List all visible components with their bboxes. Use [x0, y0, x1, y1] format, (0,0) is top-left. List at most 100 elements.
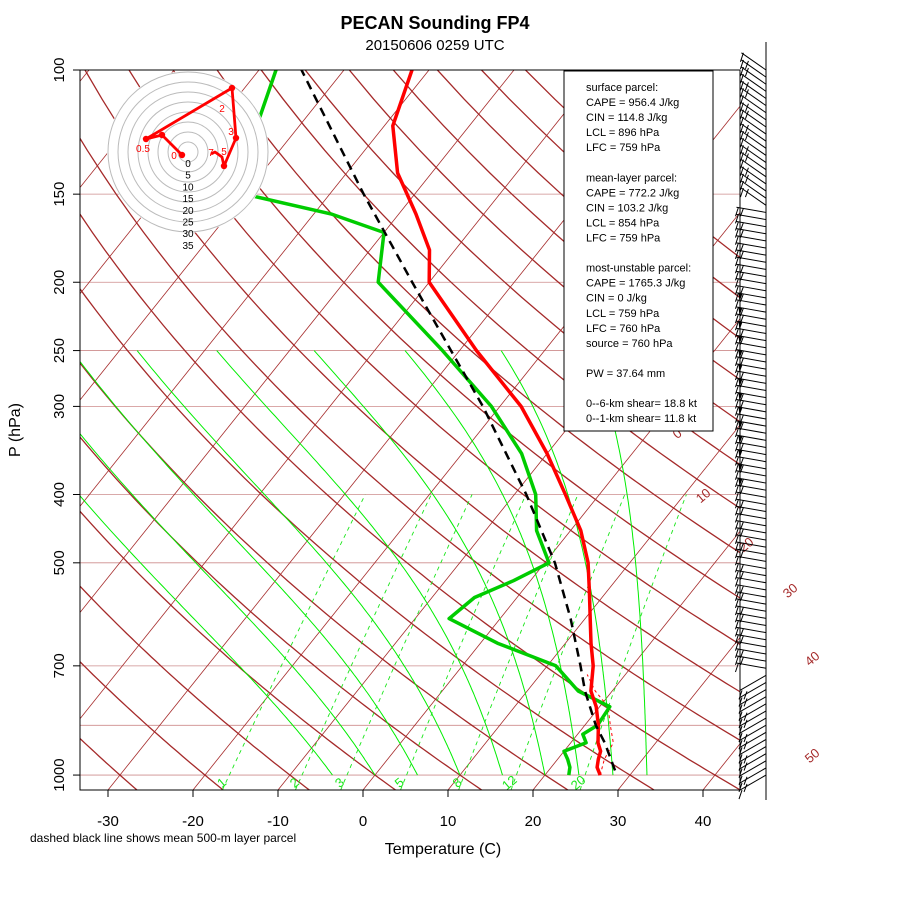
theta-label: 40 [802, 648, 823, 669]
hodograph-point [142, 135, 150, 143]
wind-barb-feather [738, 747, 743, 757]
info-line: most-unstable parcel: [586, 263, 691, 275]
info-line: 0--6-km shear= 18.8 kt [586, 398, 697, 410]
x-tick-label: 20 [525, 813, 542, 830]
wind-barb-feather [734, 406, 739, 416]
wind-barb-staff [736, 470, 767, 477]
moist-adiabat-line [136, 350, 461, 776]
mixing-ratio-line [579, 494, 687, 790]
moist-adiabat-line [500, 350, 614, 776]
wind-barb-feather [744, 67, 749, 77]
wind-barb-feather [739, 180, 744, 191]
hodograph-point-label: 2 [219, 104, 225, 115]
wind-barb-feather [734, 313, 739, 324]
wind-barb-staff [736, 370, 767, 377]
y-tick-label: 150 [51, 182, 68, 207]
x-tick-label: 40 [695, 813, 712, 830]
moist-adiabat-line [590, 350, 648, 776]
isotherm-line [80, 70, 600, 720]
mixing-ratio-line [221, 494, 366, 790]
wind-barb-staff [736, 641, 767, 648]
wind-barb-pennant [738, 292, 743, 302]
surface-parcel-trace [586, 674, 614, 776]
wind-barb-feather [743, 776, 748, 785]
wind-barb-pennant [738, 463, 743, 473]
wind-barb-pennant [738, 363, 743, 373]
wind-barb-feather [739, 95, 744, 105]
wind-barb-staff [736, 484, 767, 491]
wind-barb-feather [734, 499, 739, 509]
y-tick-label: 1000 [51, 758, 68, 791]
wind-barb-staff [736, 605, 767, 612]
hodograph-point [178, 151, 186, 159]
wind-barb-pennant [738, 378, 743, 388]
wind-barb-staff [736, 399, 767, 406]
wind-barb-staff [741, 137, 767, 156]
dry-adiabat-line [80, 510, 396, 790]
wind-barb-feather [734, 285, 739, 295]
wind-barb-feather [734, 221, 739, 231]
wind-barb-feather [734, 655, 739, 666]
dry-adiabat-line [80, 213, 740, 790]
info-line: LCL = 759 hPa [586, 308, 660, 320]
info-line: source = 760 hPa [586, 338, 673, 350]
mixing-ratio-line [458, 494, 579, 790]
info-line: CAPE = 1765.3 J/kg [586, 278, 685, 290]
wind-barb-staff [741, 152, 767, 171]
wind-barb-feather [743, 783, 748, 793]
wind-barb-staff [741, 166, 767, 185]
wind-barb-feather [734, 413, 739, 423]
y-tick-label: 100 [51, 57, 68, 82]
hodograph-ring [167, 131, 209, 173]
wind-barb-staff [741, 73, 767, 92]
wind-barb-feather [734, 370, 739, 381]
wind-barb-feather [734, 627, 739, 637]
wind-barb-feather [739, 102, 744, 112]
hodograph-ring-label: 20 [182, 206, 194, 217]
wind-barb-staff [741, 102, 767, 121]
wind-barb-staff [736, 512, 767, 520]
hodograph-ring-label: 25 [182, 218, 194, 229]
wind-barb-feather [734, 548, 739, 559]
wind-barb-staff [736, 299, 767, 306]
wind-barb-feather [734, 520, 739, 530]
wind-barb-staff [741, 80, 767, 99]
wind-barb-staff [736, 256, 767, 263]
dry-adiabat-line [80, 660, 224, 790]
theta-label: 50 [802, 745, 823, 766]
wind-barb-feather [739, 166, 744, 176]
hodograph-ring [157, 121, 219, 183]
y-tick-label: 400 [51, 482, 68, 507]
wind-barb-feather [744, 110, 749, 119]
mixing-ratio-line [510, 494, 626, 790]
mean-layer-parcel-trace [300, 70, 617, 771]
info-line: CIN = 114.8 J/kg [586, 112, 667, 124]
dry-adiabat-line [80, 436, 483, 790]
wind-barb-feather [734, 577, 739, 587]
wind-barb-feather [744, 124, 749, 134]
wind-barb-feather [738, 789, 743, 800]
wind-barb-feather [734, 420, 739, 431]
wind-barb-staff [736, 619, 767, 626]
wind-barb-staff [736, 263, 767, 270]
wind-barb-feather [734, 207, 739, 217]
wind-barb-staff [736, 220, 767, 228]
wind-barb-feather [734, 363, 739, 374]
x-tick-label: -30 [97, 813, 119, 830]
moist-adiabat-line [313, 350, 546, 776]
wind-barb-feather [739, 123, 744, 134]
wind-barb-pennant [738, 306, 743, 316]
wind-barb-staff [739, 753, 767, 770]
wind-barb-feather [734, 613, 739, 623]
wind-barb-feather [739, 59, 744, 70]
wind-barb-feather [744, 131, 749, 141]
wind-barb-feather [734, 527, 739, 537]
y-axis-label: P (hPa) [7, 403, 24, 457]
wind-barb-feather [734, 385, 739, 395]
info-line: LCL = 896 hPa [586, 127, 660, 139]
wind-barb-staff [741, 109, 767, 128]
hodograph-ring [137, 101, 239, 203]
hodograph-point [220, 162, 228, 170]
wind-barb-feather [744, 89, 749, 98]
